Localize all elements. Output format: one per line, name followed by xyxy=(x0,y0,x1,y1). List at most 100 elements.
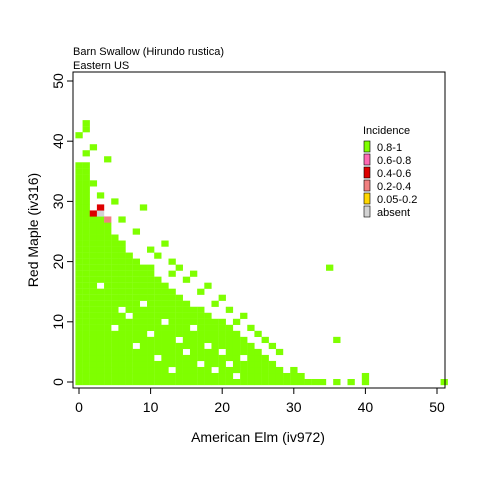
heatmap-cell xyxy=(154,378,162,386)
heatmap-cell xyxy=(82,120,90,127)
legend-label: 0.05-0.2 xyxy=(377,194,417,206)
heatmap-cell xyxy=(225,306,234,313)
heatmap-cell xyxy=(189,378,198,386)
heatmap-cell xyxy=(96,270,105,277)
heatmap-cell xyxy=(175,354,183,362)
heatmap-cell xyxy=(104,216,112,223)
legend-swatch xyxy=(363,153,371,166)
heatmap-cell xyxy=(125,270,133,277)
heatmap-cell xyxy=(75,312,83,319)
heatmap-cell xyxy=(125,264,133,271)
heatmap-cell xyxy=(125,276,133,283)
heatmap-cell xyxy=(275,366,284,374)
heatmap-cell xyxy=(89,270,98,277)
heatmap-cell xyxy=(182,312,191,319)
heatmap-cell xyxy=(96,312,105,319)
heatmap-cell xyxy=(218,366,226,374)
heatmap-cell xyxy=(204,354,212,362)
heatmap-cell xyxy=(225,354,234,362)
heatmap-cell xyxy=(154,300,162,307)
heatmap-cell xyxy=(89,180,98,187)
heatmap-cell xyxy=(96,300,105,307)
heatmap-cell xyxy=(218,330,226,337)
heatmap-cell xyxy=(147,288,155,295)
heatmap-cell xyxy=(104,354,112,362)
heatmap-cell xyxy=(247,366,255,374)
heatmap-cell xyxy=(75,270,83,277)
heatmap-cell xyxy=(139,288,148,295)
x-axis-label: American Elm (iv972) xyxy=(191,429,325,445)
heatmap-cell xyxy=(132,306,141,313)
heatmap-cell xyxy=(82,252,90,259)
heatmap-cell xyxy=(89,354,98,362)
heatmap-cell xyxy=(82,234,90,241)
heatmap-cell xyxy=(75,282,83,289)
heatmap-cell xyxy=(161,336,169,344)
heatmap-cell xyxy=(89,294,98,301)
heatmap-cell xyxy=(175,264,183,271)
heatmap-cell xyxy=(197,318,205,325)
heatmap-cell xyxy=(168,258,176,265)
heatmap-cell xyxy=(154,252,162,259)
heatmap-cell xyxy=(104,258,112,265)
heatmap-cell xyxy=(197,348,205,356)
heatmap-cell xyxy=(89,234,98,241)
heatmap-cell xyxy=(268,342,277,350)
heatmap-cell xyxy=(132,288,141,295)
heatmap-cell xyxy=(118,348,126,356)
axes: 0 10 20 30 40 50 0 10 20 30 40 50 xyxy=(50,73,445,415)
heatmap-cell xyxy=(82,270,90,277)
heatmap-cell xyxy=(168,318,176,325)
heatmap-cell xyxy=(82,312,90,319)
heatmap-cell xyxy=(104,330,112,337)
heatmap-cell xyxy=(147,324,155,331)
heatmap-cell xyxy=(118,276,126,283)
heatmap-cell xyxy=(75,192,83,199)
heatmap-cell xyxy=(111,288,119,295)
heatmap-cell xyxy=(254,360,262,368)
heatmap-cell xyxy=(175,312,183,319)
heatmap-cell xyxy=(82,246,90,253)
heatmap-cell xyxy=(168,378,176,386)
y-tick-label: 30 xyxy=(50,193,66,209)
heatmap-cell xyxy=(96,288,105,295)
heatmap-cell xyxy=(297,378,305,386)
x-tick-label: 20 xyxy=(214,399,230,415)
heatmap-cell xyxy=(204,312,212,319)
heatmap-cell xyxy=(125,288,133,295)
heatmap-cell xyxy=(132,336,141,344)
heatmap-cell xyxy=(75,348,83,356)
heatmap-cell xyxy=(96,246,105,253)
heatmap-cell xyxy=(89,300,98,307)
heatmap-cell xyxy=(132,270,141,277)
heatmap-cell xyxy=(104,324,112,331)
legend-label: 0.4-0.6 xyxy=(377,168,411,180)
heatmap-cell xyxy=(139,264,148,271)
heatmap-cell xyxy=(240,360,248,368)
heatmap-cell xyxy=(240,378,248,386)
heatmap-cell xyxy=(204,348,212,356)
heatmap-cell xyxy=(175,300,183,307)
heatmap-cell xyxy=(111,270,119,277)
heatmap-cell xyxy=(104,300,112,307)
heatmap-cell xyxy=(125,252,133,259)
heatmap-cell xyxy=(89,240,98,247)
heatmap-cell xyxy=(232,336,241,344)
heatmap-cell xyxy=(104,294,112,301)
heatmap-cell xyxy=(197,306,205,313)
heatmap-cell xyxy=(218,372,226,380)
heatmap-cell xyxy=(182,354,191,362)
heatmap-cell xyxy=(189,360,198,368)
heatmap-cell xyxy=(111,342,119,350)
heatmap-cell xyxy=(147,366,155,374)
heatmap-cell xyxy=(125,330,133,337)
heatmap-cell xyxy=(161,372,169,380)
heatmap-cell xyxy=(182,300,191,307)
heatmap-cell xyxy=(118,258,126,265)
heatmap-cell xyxy=(154,288,162,295)
heatmap-cell xyxy=(275,372,284,380)
heatmap-cell xyxy=(89,222,98,229)
heatmap-cell xyxy=(111,300,119,307)
heatmap-cell xyxy=(254,330,262,337)
heatmap-cell xyxy=(232,366,241,374)
